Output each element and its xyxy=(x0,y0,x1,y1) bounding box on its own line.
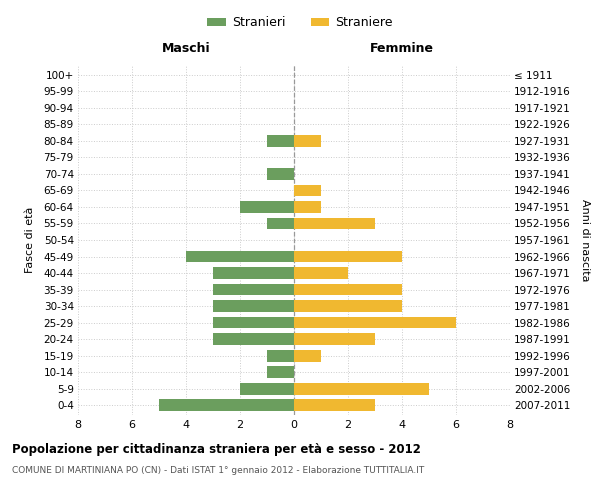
Bar xyxy=(294,184,321,196)
Bar xyxy=(213,333,294,345)
Bar xyxy=(267,350,294,362)
Text: Popolazione per cittadinanza straniera per età e sesso - 2012: Popolazione per cittadinanza straniera p… xyxy=(12,442,421,456)
Bar xyxy=(294,300,402,312)
Bar xyxy=(294,267,348,279)
Bar xyxy=(267,135,294,147)
Bar xyxy=(294,333,375,345)
Legend: Stranieri, Straniere: Stranieri, Straniere xyxy=(202,11,398,34)
Bar xyxy=(294,350,321,362)
Y-axis label: Fasce di età: Fasce di età xyxy=(25,207,35,273)
Bar xyxy=(213,300,294,312)
Bar xyxy=(240,201,294,213)
Bar xyxy=(267,168,294,180)
Bar xyxy=(294,284,402,296)
Text: Maschi: Maschi xyxy=(161,42,211,54)
Bar xyxy=(294,218,375,230)
Bar xyxy=(294,135,321,147)
Bar xyxy=(240,382,294,394)
Bar xyxy=(294,250,402,262)
Y-axis label: Anni di nascita: Anni di nascita xyxy=(580,198,590,281)
Text: Femmine: Femmine xyxy=(370,42,434,54)
Bar xyxy=(267,366,294,378)
Text: COMUNE DI MARTINIANA PO (CN) - Dati ISTAT 1° gennaio 2012 - Elaborazione TUTTITA: COMUNE DI MARTINIANA PO (CN) - Dati ISTA… xyxy=(12,466,424,475)
Bar xyxy=(213,284,294,296)
Bar xyxy=(294,382,429,394)
Bar xyxy=(159,399,294,411)
Bar xyxy=(186,250,294,262)
Bar xyxy=(294,316,456,328)
Bar xyxy=(294,201,321,213)
Bar xyxy=(294,399,375,411)
Bar xyxy=(213,267,294,279)
Bar xyxy=(267,218,294,230)
Bar xyxy=(213,316,294,328)
